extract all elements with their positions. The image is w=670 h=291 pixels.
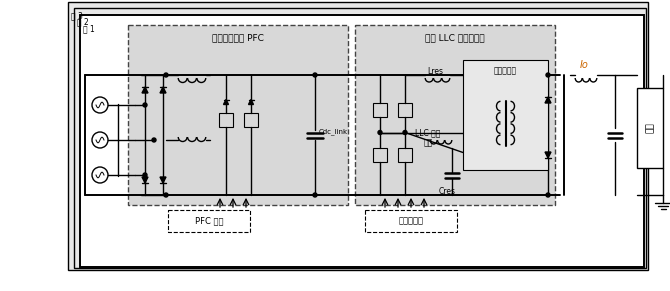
Polygon shape [160,87,166,93]
Bar [373,148,387,162]
Bar [365,210,457,232]
Polygon shape [545,152,551,158]
Circle shape [313,73,317,77]
Text: Lres: Lres [427,67,443,76]
Polygon shape [224,100,228,104]
Bar [244,113,258,127]
Text: Cres: Cres [438,187,456,196]
Circle shape [546,73,550,77]
Bar [398,148,412,162]
Text: 电池: 电池 [645,123,655,133]
Bar [637,88,663,168]
Circle shape [164,193,168,197]
Bar [128,25,348,205]
Circle shape [152,138,156,142]
Circle shape [403,130,407,134]
Text: 单向 LLC 全桥转换器: 单向 LLC 全桥转换器 [425,33,485,42]
Polygon shape [142,87,148,93]
Text: Io: Io [580,60,589,70]
Bar [68,2,648,270]
Circle shape [164,73,168,77]
Bar [373,103,387,117]
Circle shape [313,193,317,197]
Text: 初级侧门控: 初级侧门控 [399,217,423,226]
Circle shape [143,103,147,107]
Text: Cdc_link: Cdc_link [319,128,348,135]
Polygon shape [545,97,551,103]
Text: PFC 控制: PFC 控制 [195,217,223,226]
Text: 相 2: 相 2 [77,17,88,26]
Text: 相 1: 相 1 [83,24,94,33]
Bar [219,113,233,127]
Bar [80,15,644,267]
Polygon shape [249,100,253,104]
Bar [463,60,548,170]
Circle shape [546,193,550,197]
Bar [74,8,646,268]
Bar [168,210,250,232]
Text: LLC 谐能
电路: LLC 谐能 电路 [415,128,441,148]
Circle shape [378,130,382,134]
Bar [355,25,555,205]
Bar [398,103,412,117]
Text: 传统的交错式 PFC: 传统的交错式 PFC [212,33,264,42]
Circle shape [143,173,147,177]
Polygon shape [142,177,148,183]
Polygon shape [160,177,166,183]
Text: 隔离变压器: 隔离变压器 [494,66,517,75]
Text: 相 3: 相 3 [71,11,83,20]
